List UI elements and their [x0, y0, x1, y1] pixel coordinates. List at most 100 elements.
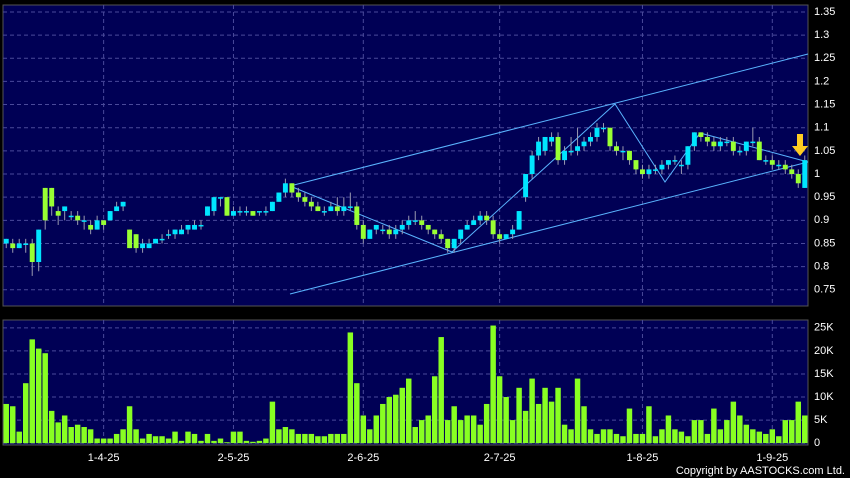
candle-body [341, 206, 347, 212]
volume-bar [3, 403, 9, 444]
volume-bar [464, 415, 470, 444]
volume-bar [35, 348, 42, 444]
volume-bar [724, 420, 730, 444]
volume-bar [230, 431, 237, 444]
volume-bar [483, 403, 490, 444]
volume-bar [568, 429, 574, 444]
y-tick-label: 0.9 [814, 214, 829, 226]
zigzag [289, 103, 809, 253]
volume-bar [120, 429, 126, 444]
channel-lower [289, 161, 809, 295]
y-tick-label: 1.35 [814, 6, 835, 18]
volume-bar [425, 415, 431, 444]
candle-body [490, 220, 496, 235]
volume-bar [711, 408, 717, 444]
candle-body [62, 206, 68, 212]
volume-bar [263, 438, 269, 444]
y-tick-label: 20K [814, 345, 834, 357]
candle-body [380, 229, 386, 232]
volume-bar [419, 420, 425, 444]
candle-body [205, 206, 210, 216]
volume-bar [678, 431, 685, 444]
candle-body [406, 220, 412, 225]
volume-bar [704, 433, 711, 444]
candle-body [652, 169, 658, 171]
candle-body [445, 238, 451, 249]
x-tick-label: 2-7-25 [484, 452, 516, 464]
channel-upper [289, 53, 809, 187]
candle-body [503, 234, 509, 239]
volume-bar [367, 429, 373, 444]
volume-bar [81, 427, 87, 444]
volume-bar [795, 401, 801, 444]
volume-bar [178, 440, 185, 444]
volume-bar [334, 433, 341, 444]
y-tick-label: 5K [814, 414, 828, 426]
volume-bar [789, 420, 795, 444]
candle-body [36, 229, 42, 263]
candle-body [42, 187, 48, 221]
volume-bar [393, 394, 399, 444]
volume-bar [295, 433, 302, 444]
candle-body [802, 160, 808, 188]
volume-bar [133, 429, 139, 444]
candle-body [172, 229, 178, 235]
x-tick-label: 2-5-25 [218, 452, 250, 464]
candle-body [29, 243, 35, 263]
volume-bar [10, 406, 16, 444]
candle-body [795, 174, 801, 184]
y-tick-label: 1.15 [814, 98, 835, 110]
volume-bar [48, 410, 55, 444]
candle-body [101, 220, 107, 225]
volume-bar [548, 401, 555, 444]
candle-body [146, 243, 152, 249]
volume-bar [535, 403, 542, 444]
candle-body [633, 160, 639, 170]
candle-body [243, 211, 249, 213]
candle-body [646, 169, 652, 175]
candle-body [256, 211, 262, 213]
y-tick-label: 1.2 [814, 75, 829, 87]
candle-body [555, 136, 561, 161]
volume-bar [490, 325, 496, 444]
candle-body [302, 197, 308, 202]
volume-bar [717, 429, 724, 444]
volume-bar [302, 433, 308, 444]
candle-body [49, 187, 55, 207]
candle-body [373, 224, 379, 230]
volume-bar [581, 406, 587, 444]
candle-body [743, 141, 749, 151]
volume-bar [769, 429, 776, 444]
volume-bar [431, 376, 438, 444]
volume-bar [354, 383, 360, 444]
volume-bar [737, 415, 743, 444]
candle-body [730, 141, 736, 151]
x-tick-label: 1-8-25 [627, 452, 659, 464]
volume-bar [42, 353, 48, 444]
candle-body [763, 160, 769, 162]
candle-body [133, 234, 139, 249]
volume-bar [360, 415, 367, 444]
x-tick-label: 1-9-25 [756, 452, 788, 464]
volume-bar [802, 415, 808, 444]
y-tick-label: 0 [814, 437, 820, 449]
candle-body [179, 229, 184, 235]
candle-body [88, 224, 94, 230]
volume-bar [289, 429, 295, 444]
candle-body [81, 220, 87, 222]
candle-body [691, 132, 697, 147]
candle-body [724, 141, 730, 144]
candle-body [3, 238, 9, 244]
candle-body [315, 206, 321, 212]
volume-bar [672, 429, 678, 444]
volume-bar [659, 429, 665, 444]
candle-body [263, 211, 269, 213]
candle-body [140, 243, 146, 249]
volume-bar [763, 433, 769, 444]
candle-body [601, 127, 606, 130]
volume-bar [516, 387, 522, 444]
candle-body [10, 243, 16, 249]
candle-body [678, 164, 684, 167]
candle-body [438, 234, 444, 239]
